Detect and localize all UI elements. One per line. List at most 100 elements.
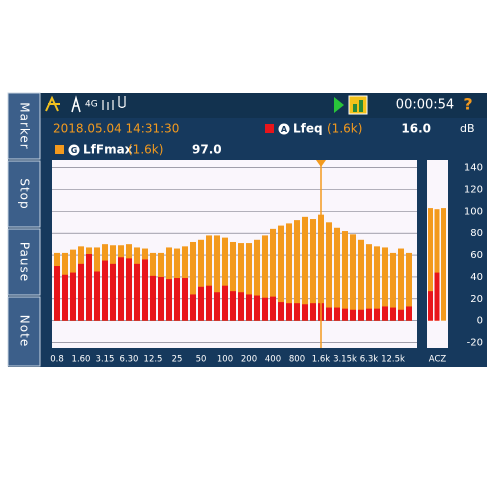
- sidebar: Marker Stop Pause Note: [7, 92, 41, 367]
- bar: [142, 259, 148, 321]
- bar: [190, 241, 196, 321]
- button-label[interactable]: Marker: [18, 102, 32, 149]
- bar: [78, 263, 84, 321]
- y-tick-label: 80: [470, 228, 483, 239]
- bar: [230, 241, 236, 321]
- bar: [230, 291, 236, 321]
- bar: [198, 239, 204, 321]
- x-tick-label: 100: [217, 355, 233, 365]
- status-bar: [40, 93, 487, 118]
- pause-button[interactable]: [7, 228, 41, 296]
- bar: [54, 266, 60, 321]
- bar: [350, 234, 356, 321]
- bar: [110, 263, 116, 321]
- bar: [238, 243, 244, 321]
- bar: [334, 307, 340, 321]
- record-icon[interactable]: [348, 95, 368, 115]
- x-tick-label: 3.15: [96, 355, 115, 365]
- bar: [398, 309, 404, 321]
- bar: [434, 272, 440, 321]
- bar: [428, 291, 433, 321]
- y-tick-label: 100: [464, 206, 483, 217]
- antenna-icon: [71, 95, 81, 113]
- x-tick-label: 400: [265, 355, 281, 365]
- bar: [374, 246, 380, 321]
- bar: [222, 237, 228, 321]
- button-label[interactable]: Stop: [18, 178, 32, 209]
- bar: [302, 304, 308, 321]
- play-icon[interactable]: [334, 97, 344, 113]
- bar: [206, 235, 212, 321]
- x-tick-label: 3.15k: [333, 355, 357, 365]
- y-tick-label: -20: [467, 338, 483, 349]
- x-tick-label: 50: [196, 355, 207, 365]
- x-tick-label: 6.3k: [360, 355, 379, 365]
- status-icons: 4G 00:00:54 ?: [45, 95, 473, 115]
- bar: [390, 307, 396, 321]
- x-tick-label: 12.5: [144, 355, 163, 365]
- bar: [441, 208, 446, 321]
- bar: [214, 235, 220, 321]
- x-tick-label: 25: [172, 355, 183, 365]
- bar: [434, 209, 440, 321]
- y-tick-label: 60: [470, 250, 483, 261]
- bar: [262, 235, 268, 321]
- bar: [222, 285, 228, 321]
- bar: [102, 260, 108, 321]
- bar: [326, 222, 332, 321]
- y-tick-label: 20: [470, 294, 483, 305]
- bar: [310, 303, 316, 321]
- note-button[interactable]: [7, 296, 41, 367]
- bar: [428, 208, 433, 321]
- readout: 2018.05.04 14:31:30 A Lfeq (1.6k) 16.0 d…: [53, 122, 475, 157]
- bar: [358, 309, 364, 321]
- weighting-label: A: [281, 125, 288, 134]
- y-tick-label: 40: [470, 272, 483, 283]
- record-icon-bar: [359, 100, 363, 112]
- x-tick-label: 0.8: [50, 355, 64, 365]
- bar: [294, 303, 300, 321]
- bar: [214, 292, 220, 321]
- reading-unit: dB: [460, 122, 475, 135]
- bar: [254, 295, 260, 321]
- bar: [398, 248, 404, 321]
- bar: [134, 263, 140, 321]
- bar: [270, 228, 276, 321]
- bar: [326, 307, 332, 321]
- bar: [118, 257, 124, 321]
- legend-band: (1.6k): [327, 122, 362, 136]
- bar: [358, 239, 364, 321]
- marker-button[interactable]: [7, 92, 41, 160]
- bar: [294, 220, 300, 321]
- wifi-icon: [118, 96, 126, 108]
- legend-name: LfFmax: [83, 143, 133, 157]
- button-label[interactable]: Note: [18, 315, 32, 347]
- weighting-badge: [68, 144, 80, 156]
- bar: [70, 272, 76, 321]
- bar: [158, 276, 164, 321]
- bar: [150, 275, 156, 321]
- bar: [382, 247, 388, 321]
- bar: [246, 243, 252, 321]
- signal-icon: [102, 100, 114, 110]
- bar: [278, 302, 284, 321]
- bar: [246, 294, 252, 321]
- bar: [238, 292, 244, 321]
- button-label[interactable]: Pause: [18, 242, 32, 282]
- stop-button[interactable]: [7, 160, 41, 228]
- elapsed-time: 00:00:54: [396, 98, 454, 113]
- bar: [62, 274, 68, 321]
- help-button[interactable]: ?: [463, 95, 472, 114]
- bar: [198, 286, 204, 321]
- gps-icon: [45, 95, 60, 112]
- x-tick-label: 1.6k: [312, 355, 331, 365]
- y-tick-label: 140: [464, 163, 483, 174]
- bar: [366, 244, 372, 321]
- bar: [390, 252, 396, 321]
- y-tick-label: 0: [477, 316, 483, 327]
- x-tick-label: 6.30: [120, 355, 139, 365]
- legend-swatch: [55, 145, 64, 154]
- x-tick-label: 1.60: [72, 355, 91, 365]
- weighting-badge: [278, 123, 290, 135]
